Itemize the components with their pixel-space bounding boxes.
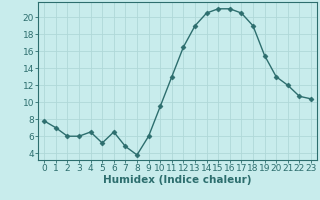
X-axis label: Humidex (Indice chaleur): Humidex (Indice chaleur)	[103, 175, 252, 185]
